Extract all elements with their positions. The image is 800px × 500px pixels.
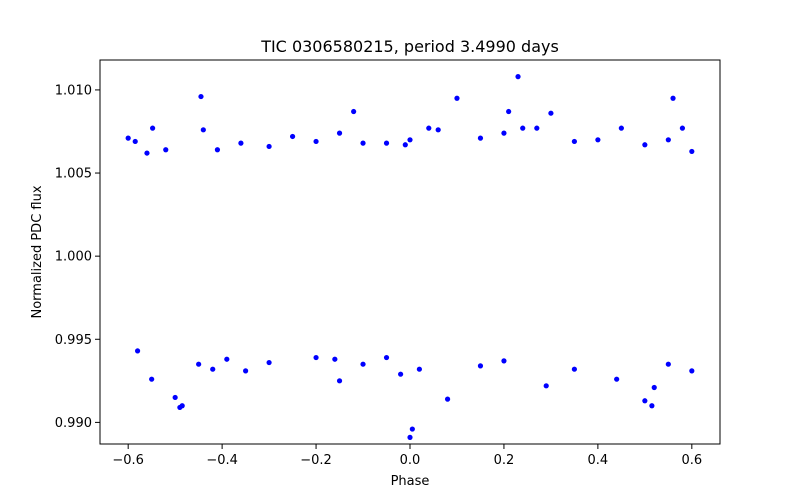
- data-point: [150, 125, 156, 131]
- x-tick-label: 0.2: [494, 453, 515, 468]
- data-point: [313, 354, 319, 361]
- data-point: [543, 383, 549, 389]
- x-tick-label: −0.2: [300, 453, 332, 468]
- x-tick-label: 0.0: [400, 453, 421, 468]
- data-point: [383, 140, 390, 146]
- data-point: [444, 396, 451, 402]
- data-point: [179, 403, 185, 409]
- data-point: [426, 125, 432, 131]
- data-point: [214, 147, 221, 153]
- data-point: [571, 366, 577, 372]
- data-point: [477, 135, 484, 141]
- data-point: [398, 371, 404, 377]
- data-point: [134, 348, 141, 354]
- x-tick-label: 0.6: [681, 453, 702, 468]
- data-point: [679, 125, 686, 131]
- data-point: [477, 363, 484, 369]
- data-point: [571, 138, 577, 145]
- data-point: [515, 74, 521, 80]
- data-point: [132, 138, 138, 145]
- y-tick-label: 0.995: [55, 333, 92, 348]
- data-point: [163, 147, 169, 153]
- data-point: [149, 376, 155, 382]
- plot-area-frame: [99, 59, 721, 445]
- data-point: [454, 95, 460, 101]
- data-point: [196, 361, 202, 367]
- y-tick-label: 0.990: [55, 416, 92, 431]
- data-point: [243, 368, 249, 374]
- data-point: [651, 384, 657, 391]
- data-point: [520, 125, 526, 131]
- data-point: [689, 148, 695, 155]
- data-point: [670, 95, 676, 101]
- y-axis-label: Normalized PDC flux: [30, 185, 45, 318]
- data-point: [351, 108, 357, 115]
- x-tick-label: −0.4: [206, 453, 238, 468]
- data-point: [595, 137, 601, 143]
- data-point: [360, 140, 366, 146]
- data-point: [402, 142, 408, 148]
- x-axis: −0.6 −0.4 −0.2 0.0 0.2 0.4 0.6: [112, 444, 702, 468]
- data-point: [266, 143, 272, 150]
- data-point: [200, 127, 206, 133]
- data-point: [383, 354, 390, 361]
- data-point: [125, 135, 131, 141]
- data-point: [642, 398, 648, 404]
- data-point: [336, 378, 343, 384]
- data-point: [665, 361, 671, 367]
- x-tick-label: 0.4: [588, 453, 609, 468]
- x-axis-label: Phase: [391, 474, 430, 489]
- x-tick-label: −0.6: [112, 453, 144, 468]
- data-point: [266, 359, 272, 366]
- y-tick-label: 1.010: [55, 83, 92, 98]
- data-point: [224, 356, 230, 362]
- data-point: [198, 93, 204, 100]
- data-point: [289, 133, 296, 140]
- data-point: [642, 142, 648, 148]
- y-axis: 0.990 0.995 1.000 1.005 1.010: [55, 83, 100, 431]
- data-point: [416, 366, 422, 372]
- data-point: [435, 127, 441, 133]
- data-point: [548, 110, 554, 116]
- data-point: [172, 394, 178, 401]
- data-point: [360, 361, 366, 367]
- data-point: [501, 358, 507, 364]
- data-point: [614, 376, 620, 382]
- data-point: [409, 426, 415, 432]
- data-point: [501, 130, 507, 136]
- data-points: [125, 74, 695, 440]
- data-point: [649, 403, 655, 409]
- data-point: [144, 150, 150, 156]
- data-point: [665, 137, 671, 143]
- data-point: [210, 366, 216, 372]
- data-point: [336, 130, 343, 136]
- chart-title: TIC 0306580215, period 3.4990 days: [260, 37, 559, 56]
- y-tick-label: 1.005: [55, 167, 92, 182]
- data-point: [238, 140, 244, 146]
- y-tick-label: 1.000: [55, 250, 92, 265]
- data-point: [313, 138, 319, 145]
- data-point: [618, 125, 624, 131]
- data-point: [407, 137, 413, 143]
- data-point: [534, 125, 540, 131]
- data-point: [689, 368, 695, 374]
- data-point: [407, 434, 413, 440]
- data-point: [506, 108, 512, 115]
- data-point: [332, 356, 338, 362]
